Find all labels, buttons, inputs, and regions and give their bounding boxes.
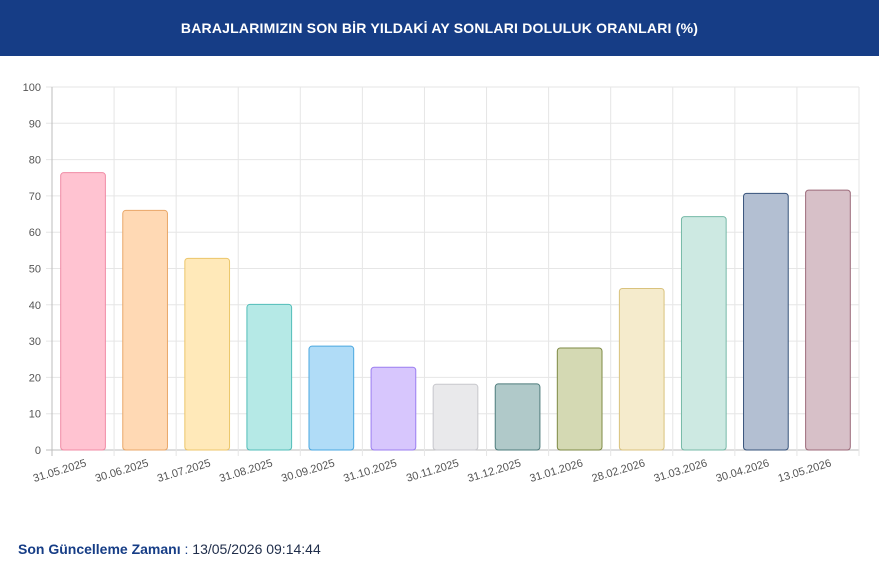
y-tick-label: 100 — [23, 82, 41, 94]
y-tick-label: 20 — [29, 372, 41, 384]
y-tick-label: 80 — [29, 155, 41, 167]
x-tick-label: 31.01.2026 — [528, 457, 584, 485]
y-tick-label: 40 — [29, 300, 41, 312]
bar — [805, 189, 851, 451]
last-update: Son Güncelleme Zamanı : 13/05/2026 09:14… — [18, 541, 321, 557]
x-tick-label: 13.05.2026 — [777, 457, 833, 485]
y-tick-label: 0 — [35, 445, 41, 457]
bar — [680, 216, 727, 451]
y-tick-label: 50 — [29, 264, 41, 276]
bar — [556, 347, 603, 451]
y-tick-label: 90 — [29, 118, 41, 130]
x-tick-label: 31.07.2025 — [156, 457, 212, 485]
x-tick-label: 30.04.2026 — [715, 457, 771, 485]
bar — [743, 192, 789, 451]
bar — [308, 345, 355, 451]
last-update-label: Son Güncelleme Zamanı — [18, 541, 181, 557]
bar — [432, 383, 479, 451]
bar — [618, 287, 665, 451]
page-title: BARAJLARIMIZIN SON BİR YILDAKİ AY SONLAR… — [180, 20, 699, 36]
chart-container: 0 10 20 30 40 50 60 70 80 90 100 31.05.2025 30.06.20… — [0, 70, 879, 510]
y-tick-label: 60 — [29, 227, 41, 239]
x-tick-label: 28.02.2026 — [590, 457, 646, 485]
x-tick-label: 30.11.2025 — [405, 457, 460, 484]
dam-occupancy-bar-chart: 0 10 20 30 40 50 60 70 80 90 100 31.05.2025 30.06.20… — [23, 82, 860, 485]
x-tick-label: 30.06.2025 — [94, 457, 150, 485]
x-tick-label: 31.05.2025 — [32, 457, 88, 485]
x-tick-label: 30.09.2025 — [280, 457, 336, 485]
bar — [494, 383, 541, 451]
bar — [60, 172, 106, 451]
y-tick-label: 10 — [29, 409, 41, 421]
bar — [370, 366, 417, 451]
x-tick-label: 31.12.2025 — [466, 457, 522, 485]
bar — [122, 209, 168, 451]
last-update-value: 13/05/2026 09:14:44 — [192, 541, 321, 557]
bar — [246, 303, 293, 451]
x-tick-label: 31.10.2025 — [342, 457, 398, 485]
last-update-separator: : — [180, 541, 193, 557]
x-tick-label: 31.03.2026 — [653, 457, 709, 485]
bar — [184, 257, 231, 451]
y-tick-label: 30 — [29, 336, 41, 348]
y-tick-label: 70 — [29, 191, 41, 203]
page-header: BARAJLARIMIZIN SON BİR YILDAKİ AY SONLAR… — [0, 0, 879, 56]
x-tick-label: 31.08.2025 — [218, 457, 274, 485]
